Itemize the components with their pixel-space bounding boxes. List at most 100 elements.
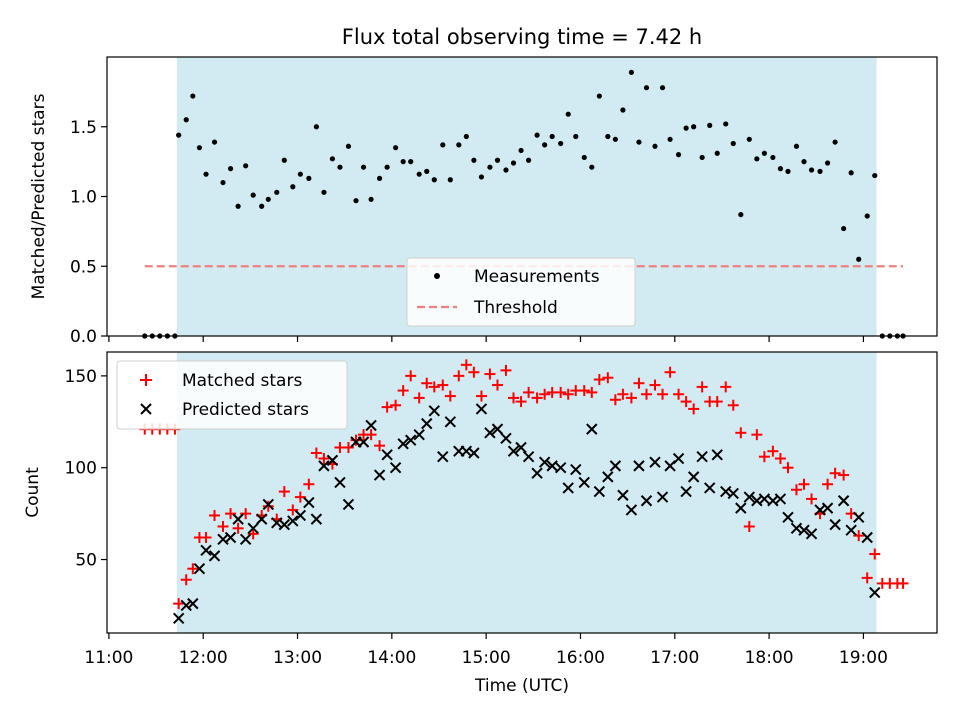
x-tick-label: 19:00 [839, 648, 888, 668]
predicted-star-point [397, 438, 409, 450]
measurement-point [817, 168, 823, 174]
matched-star-point [641, 388, 652, 400]
predicted-star-point [381, 449, 393, 461]
matched-star-point [428, 381, 440, 393]
top-y-tick-label: 1.5 [70, 118, 97, 138]
predicted-star-point [696, 450, 708, 463]
measurement-point [746, 136, 752, 142]
predicted-star-point [774, 493, 787, 505]
predicted-star-point [554, 461, 567, 474]
predicted-star-point [208, 550, 221, 562]
matched-star-point [657, 388, 669, 400]
x-tick-label: 12:00 [179, 648, 228, 668]
predicted-star-point [404, 434, 417, 446]
x-tick-label: 14:00 [367, 648, 416, 668]
measurement-point [620, 107, 626, 113]
matched-star-point [829, 467, 841, 479]
measurement-point [220, 179, 226, 186]
predicted-star-point [829, 518, 841, 531]
matched-star-point [468, 366, 480, 378]
legend-predicted-label: Predicted stars [182, 400, 309, 420]
matched-star-point [586, 386, 598, 398]
predicted-star-point [531, 467, 543, 479]
matched-star-point [374, 440, 386, 452]
measurement-point [518, 147, 524, 154]
predicted-star-point [428, 405, 440, 417]
predicted-star-point [421, 417, 433, 430]
measurement-point [274, 189, 280, 195]
matched-star-point [381, 401, 393, 413]
measurement-point [643, 85, 650, 91]
matched-star-point [743, 520, 755, 532]
matched-star-point [303, 478, 315, 490]
predicted-star-point [389, 461, 402, 474]
matched-star-point [500, 364, 512, 376]
predicted-star-point [522, 450, 535, 463]
measurement-point [714, 150, 720, 156]
matched-star-point [869, 548, 881, 560]
measurement-point [416, 171, 422, 177]
predicted-star-point [821, 502, 834, 514]
predicted-star-point [294, 509, 307, 522]
predicted-star-point [475, 403, 488, 415]
measurement-point [785, 168, 791, 174]
matched-star-point [806, 493, 818, 505]
x-tick-label: 13:00 [273, 648, 322, 668]
predicted-star-point [180, 599, 192, 612]
measurement-point [872, 172, 878, 179]
bottom-axes-frame [106, 351, 938, 634]
measurement-point [581, 154, 587, 161]
measurement-point [707, 122, 713, 128]
matched-star-point [664, 366, 676, 378]
measurement-point [235, 203, 241, 209]
matched-star-point [390, 399, 402, 411]
measurement-point [848, 170, 854, 176]
matched-star-point [688, 403, 700, 415]
measurement-point [864, 213, 870, 219]
matched-star-point [397, 385, 409, 397]
matched-star-point [287, 504, 299, 516]
matched-star-point [523, 386, 535, 398]
matched-star-point [187, 563, 199, 575]
bottom-y-tick-label: 100 [65, 459, 97, 479]
matched-star-point [758, 451, 770, 463]
predicted-star-point [468, 447, 480, 459]
x-axis-label: Time (UTC) [474, 676, 569, 696]
measurement-point [628, 69, 635, 75]
measurement-point [494, 157, 501, 163]
matched-star-point [460, 359, 472, 371]
measurement-point [659, 85, 666, 91]
measurement-point [313, 124, 319, 130]
matched-star-point [262, 500, 274, 512]
top-legend-box [406, 257, 636, 327]
measurement-point [761, 150, 767, 156]
matched-star-point [897, 577, 909, 589]
bottom-y-tick-label: 150 [65, 367, 97, 387]
measurement-point [393, 145, 399, 151]
top-y-tick-label: 0.0 [70, 327, 97, 347]
predicted-star-point [586, 423, 598, 435]
measurement-point [368, 196, 374, 202]
predicted-star-point [239, 533, 252, 546]
matched-star-point [217, 520, 229, 532]
matched-star-point [798, 478, 810, 490]
matched-star-point [617, 388, 629, 400]
matched-star-point [625, 392, 637, 404]
matched-star-point [555, 386, 567, 398]
predicted-star-point [680, 485, 692, 498]
measurement-point [636, 139, 642, 145]
predicted-star-point [602, 471, 614, 483]
predicted-star-point [357, 436, 370, 448]
predicted-star-point [278, 518, 291, 531]
predicted-star-point [334, 476, 346, 489]
legend-measurements-label: Measurements [474, 267, 600, 287]
measurement-point [824, 160, 831, 166]
measurement-point [605, 133, 611, 140]
matched-star-point [838, 469, 850, 481]
predicted-star-point [491, 423, 504, 435]
bottom-x-ticks: 11:00 12:00 13:00 14:00 15:00 16:00 17:00 18:00… [84, 633, 888, 668]
measurement-point [196, 145, 203, 151]
measurement-point [801, 159, 807, 165]
